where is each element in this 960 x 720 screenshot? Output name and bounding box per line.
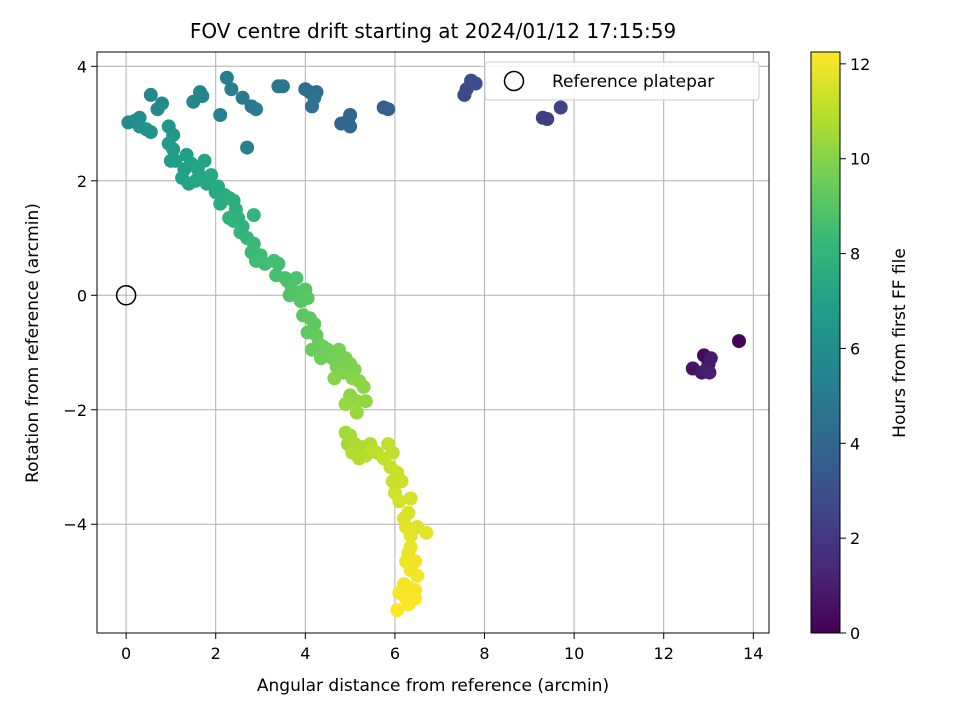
data-point	[732, 334, 746, 349]
x-tick-label: 6	[390, 644, 400, 663]
chart-title: FOV centre drift starting at 2024/01/12 …	[190, 19, 676, 43]
colorbar-tick-label: 2	[850, 529, 860, 548]
data-point	[168, 153, 183, 168]
data-point	[314, 351, 328, 366]
data-point	[213, 108, 228, 122]
colorbar-tick-label: 8	[850, 245, 860, 264]
y-tick-label: 0	[77, 286, 87, 305]
data-point	[403, 491, 418, 506]
y-axis-title: Rotation from reference (arcmin)	[23, 203, 43, 483]
data-point	[224, 82, 239, 97]
x-axis-ticks: 0 2 4 6 8 10 12 14	[121, 633, 763, 663]
data-point	[349, 394, 364, 409]
data-point	[282, 288, 297, 303]
data-point	[327, 371, 342, 386]
x-tick-label: 12	[654, 644, 674, 663]
colorbar-tick-label: 0	[850, 624, 860, 643]
data-point	[702, 365, 717, 380]
x-tick-label: 14	[743, 644, 763, 663]
colorbar-title: Hours from first FF file	[890, 248, 910, 438]
data-point	[540, 112, 555, 126]
colorbar-tick-label: 6	[850, 339, 860, 358]
legend-marker-icon	[503, 70, 525, 92]
data-point	[307, 90, 322, 105]
data-point	[394, 474, 409, 489]
data-point	[403, 528, 418, 543]
plot-frame	[96, 51, 770, 634]
data-point	[298, 82, 313, 97]
x-tick-label: 10	[564, 644, 584, 663]
data-point	[300, 291, 315, 306]
data-point	[289, 271, 304, 286]
data-point	[349, 405, 364, 420]
data-point	[381, 102, 396, 117]
data-point	[249, 102, 263, 117]
data-point	[553, 100, 568, 115]
data-point	[305, 342, 319, 357]
x-axis-title: Angular distance from reference (arcmin)	[257, 676, 609, 696]
data-point	[204, 168, 219, 183]
legend-box	[484, 61, 760, 101]
x-tick-label: 2	[211, 644, 221, 663]
data-point	[166, 142, 181, 157]
colorbar-gradient	[810, 51, 841, 634]
legend: Reference platepar	[484, 61, 760, 101]
reference-platepar-marker	[115, 285, 137, 306]
grid-lines	[97, 52, 769, 633]
y-tick-label: 4	[77, 57, 87, 76]
data-point	[197, 153, 212, 168]
data-point	[401, 597, 416, 612]
x-tick-label: 8	[479, 644, 489, 663]
x-tick-label: 0	[121, 644, 131, 663]
data-point	[356, 379, 371, 394]
y-tick-label: −4	[63, 515, 87, 534]
colorbar-tick-label: 10	[850, 150, 870, 169]
x-tick-label: 4	[300, 644, 310, 663]
colorbar-ticks: 0 2 4 6 8 10 12	[840, 55, 870, 643]
colorbar: 0 2 4 6 8 10 12 Hours from first FF file	[810, 51, 910, 643]
data-point	[226, 213, 241, 228]
data-point	[219, 70, 234, 85]
data-point	[419, 525, 434, 540]
data-points	[121, 70, 746, 618]
data-point	[338, 397, 353, 411]
data-point	[365, 442, 380, 457]
data-point	[392, 494, 407, 509]
data-point	[235, 90, 250, 105]
data-point	[246, 208, 261, 223]
data-point	[468, 76, 483, 91]
data-point	[186, 94, 201, 109]
data-point	[143, 87, 158, 102]
y-axis-ticks: −4 −2 0 2 4	[63, 57, 97, 534]
colorbar-tick-label: 12	[850, 55, 870, 74]
data-point	[271, 256, 286, 271]
data-point	[240, 140, 255, 155]
data-point	[410, 568, 425, 583]
data-point	[343, 108, 358, 122]
y-tick-label: −2	[63, 401, 87, 420]
data-point	[271, 79, 286, 94]
data-point	[390, 603, 405, 618]
y-tick-label: 2	[77, 172, 87, 191]
colorbar-tick-label: 4	[850, 434, 860, 453]
data-point	[155, 96, 169, 111]
legend-entry-reference-platepar: Reference platepar	[552, 72, 714, 92]
data-point	[703, 351, 718, 366]
data-point	[343, 119, 358, 134]
data-point	[143, 125, 158, 140]
